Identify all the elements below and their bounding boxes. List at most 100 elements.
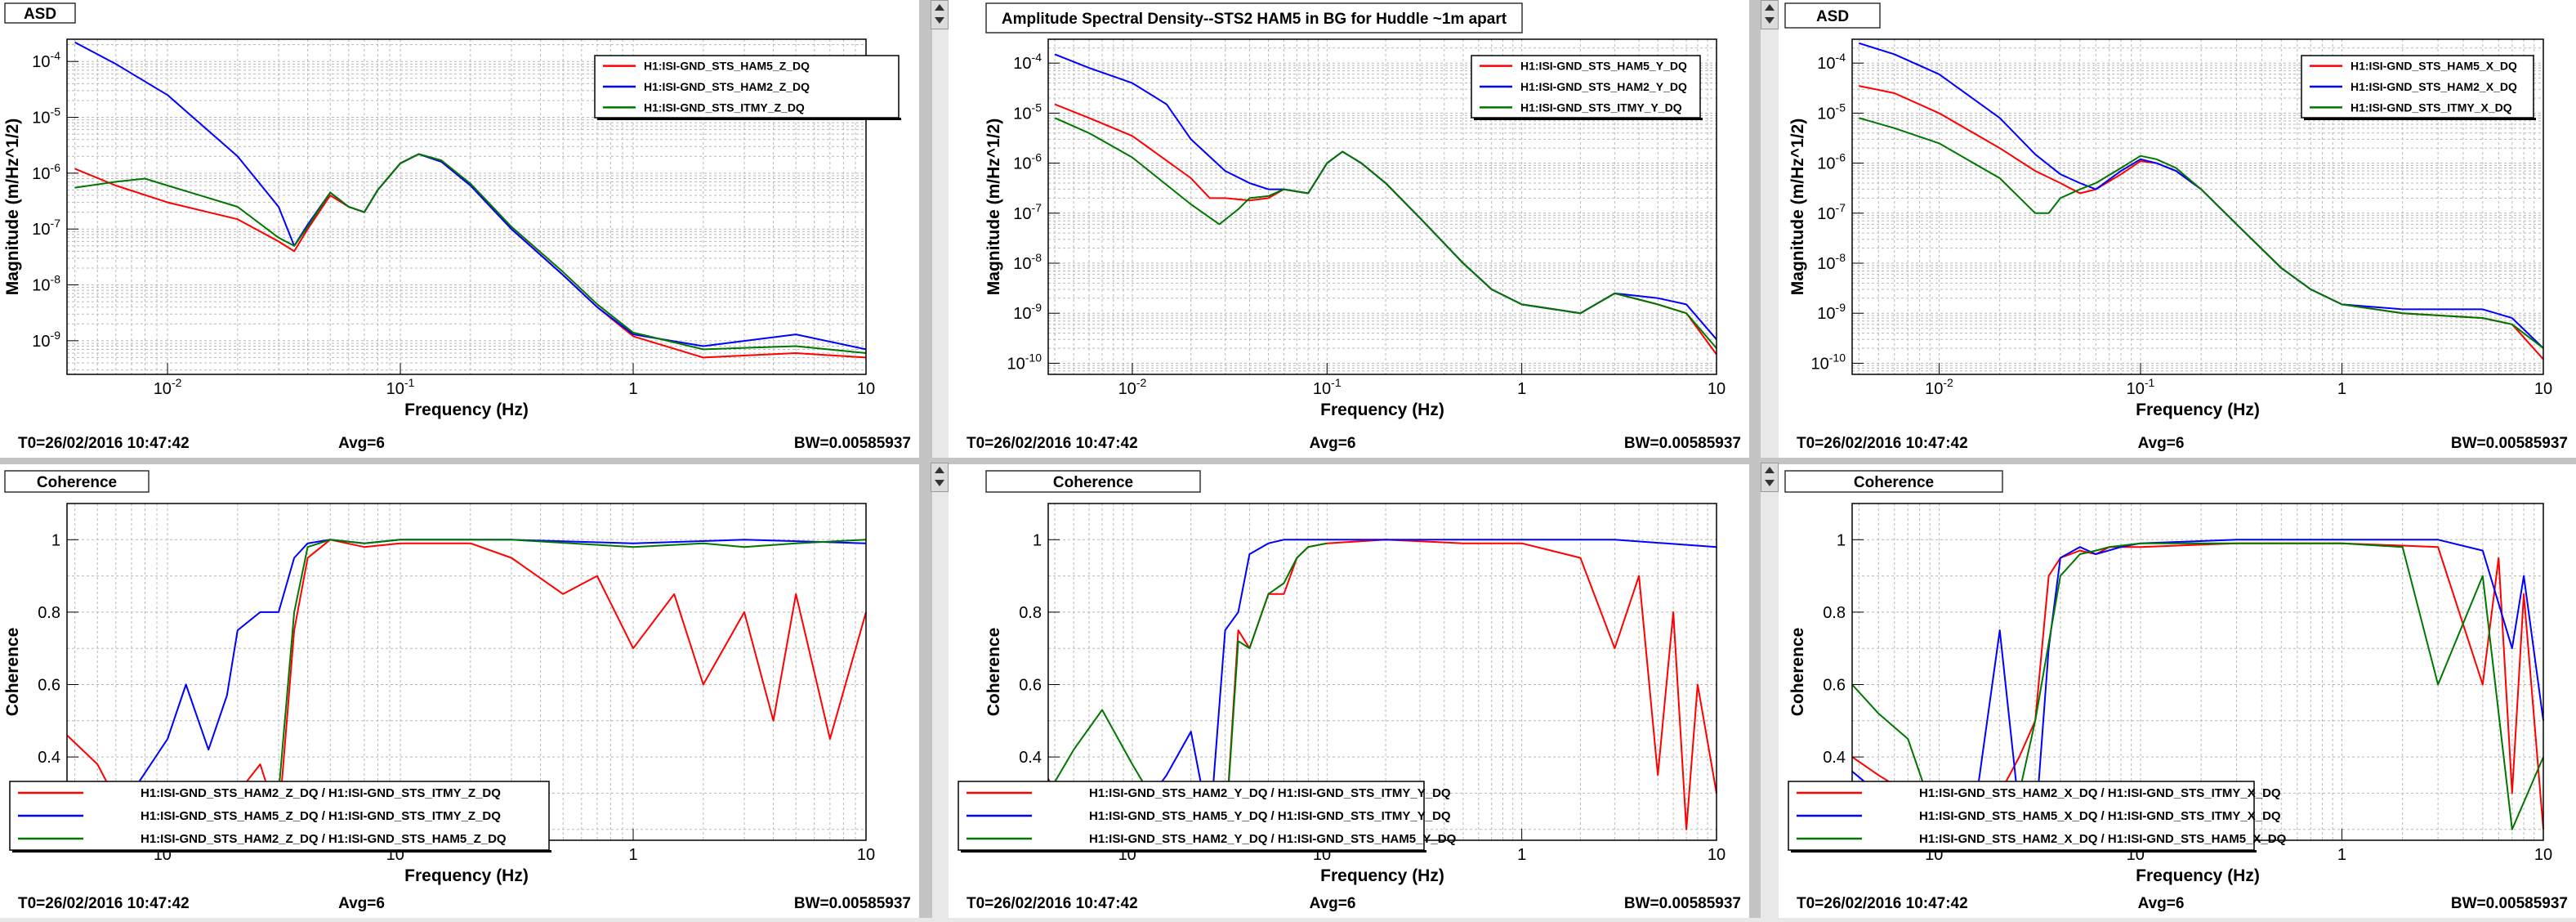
plot-pad-asd-y[interactable]: 10-2 10-1 1 10 10-10 10-9 10-8 10-7 10-6 10-5 10-4…	[949, 0, 1749, 458]
y-tick-label-exponent: -9	[51, 329, 61, 342]
plot-pad-asd-x[interactable]: 10-2 10-1 1 10 10-10 10-9 10-8 10-7 10-6 10-5 10-4…	[1779, 0, 2576, 458]
y-tick-label: 1	[1837, 531, 1846, 549]
y-tick-label-exponent: -5	[1836, 101, 1846, 114]
x-tick-label-base: 10	[1313, 380, 1331, 398]
y-tick-label-exponent: -8	[1032, 251, 1042, 264]
footer-avg: Avg=6	[1310, 895, 1356, 912]
plot-pad-asd-z[interactable]: 10-2 10-1 1 10 10-9 10-8 10-7 10-6 10-5 10-4 Frequ…	[0, 0, 919, 458]
pad-title-box[interactable]	[985, 470, 1201, 493]
x-axis-label: Frequency (Hz)	[2136, 401, 2260, 419]
y-tick-label-exponent: -8	[1836, 251, 1846, 264]
x-tick-label: 1	[628, 846, 637, 864]
pad-title-box[interactable]	[1784, 2, 1881, 29]
arrow-up-icon[interactable]	[1765, 467, 1775, 473]
legend-box[interactable]	[1788, 781, 2255, 851]
y-tick-label-exponent: -10	[1025, 351, 1042, 364]
legend-entry-label: H1:ISI-GND_STS_HAM2_Y_DQ / H1:ISI-GND_ST…	[1089, 832, 1457, 846]
y-tick-label-exponent: -8	[51, 273, 61, 286]
legend-entry-label: H1:ISI-GND_STS_HAM2_X_DQ	[2351, 80, 2517, 93]
y-tick-label: 0.4	[1019, 749, 1042, 767]
pad-title-box[interactable]	[4, 2, 76, 24]
legend-entry-label: H1:ISI-GND_STS_HAM5_Y_DQ / H1:ISI-GND_ST…	[1089, 809, 1451, 823]
asd-z-plot-svg[interactable]: 10-2 10-1 1 1010-910-810-710-610-510-4Frequ…	[0, 0, 919, 458]
footer-bw: BW=0.00585937	[794, 895, 911, 912]
y-tick-label: 0.6	[1019, 677, 1042, 695]
y-axis-label: Magnitude (m/Hz^1/2)	[1788, 119, 1807, 295]
arrow-up-icon[interactable]	[1765, 4, 1775, 11]
legend-entry-label: H1:ISI-GND_STS_HAM2_Z_DQ	[644, 80, 810, 93]
axes-frame	[1047, 38, 1717, 375]
arrow-up-icon[interactable]	[935, 467, 944, 473]
x-tick-label: 10-2	[1118, 376, 1147, 398]
y-tick-label-base: 0.6	[38, 677, 60, 695]
pad-title-box[interactable]	[1784, 470, 2003, 493]
y-tick-label-exponent: -7	[1032, 201, 1042, 214]
pad-title: Coherence	[1854, 474, 1934, 491]
y-tick-label-exponent: -7	[1836, 201, 1846, 214]
pad-title: Amplitude Spectral Density--STS2 HAM5 in…	[1002, 11, 1507, 28]
y-tick-label: 0.8	[1823, 604, 1846, 622]
x-axis-label: Frequency (Hz)	[2136, 866, 2260, 885]
pad-title-box[interactable]	[985, 2, 1523, 34]
y-tick-label: 10-10	[1007, 351, 1042, 373]
x-tick-label: 10	[2534, 846, 2552, 864]
horizontal-splitter[interactable]	[0, 458, 2576, 464]
footer-t0: T0=26/02/2016 10:47:42	[967, 435, 1138, 452]
arrow-down-icon[interactable]	[1765, 17, 1775, 24]
legend-shadow	[1474, 118, 1703, 120]
pad-scroll-arrows[interactable]	[931, 463, 949, 492]
legend-entry-label: H1:ISI-GND_STS_ITMY_Z_DQ	[644, 101, 805, 114]
x-tick-label: 10-1	[2127, 376, 2155, 398]
pad-title-box[interactable]	[4, 470, 150, 493]
x-tick-label: 10-1	[386, 376, 415, 398]
footer-avg: Avg=6	[338, 895, 385, 912]
pad-scroll-arrows[interactable]	[1761, 0, 1779, 29]
footer-t0: T0=26/02/2016 10:47:42	[1797, 895, 1968, 912]
pad-scroll-arrows[interactable]	[1761, 463, 1779, 492]
legend-entry-label: H1:ISI-GND_STS_HAM2_Z_DQ / H1:ISI-GND_ST…	[141, 832, 507, 846]
pad-scroll-arrows[interactable]	[931, 0, 949, 29]
x-tick-label: 10-1	[1313, 376, 1342, 398]
arrow-down-icon[interactable]	[935, 480, 944, 486]
y-tick-label-exponent: -10	[1829, 351, 1846, 364]
x-tick-label-base: 10	[2534, 846, 2552, 864]
legend-entry-label: H1:ISI-GND_STS_HAM2_Y_DQ	[1520, 80, 1687, 93]
legend-entry-label: H1:ISI-GND_STS_HAM5_X_DQ	[2351, 60, 2517, 73]
y-tick-label-exponent: -4	[1836, 51, 1846, 64]
x-tick-label-base: 10	[154, 380, 172, 398]
legend-box[interactable]	[958, 781, 1425, 851]
footer-bw: BW=0.00585937	[2451, 435, 2568, 452]
x-tick-label-base: 1	[628, 380, 637, 398]
y-tick-label: 10-9	[32, 329, 60, 351]
series-line-3	[1054, 117, 1717, 349]
y-tick-label: 0.6	[1823, 677, 1846, 695]
y-tick-label: 10-5	[1013, 101, 1042, 123]
tick-marks	[1852, 62, 2544, 374]
legend-box[interactable]	[594, 55, 900, 119]
pad-title: Coherence	[37, 474, 117, 491]
legend-entry-label: H1:ISI-GND_STS_ITMY_Y_DQ	[1520, 101, 1682, 114]
arrow-down-icon[interactable]	[935, 17, 944, 24]
y-tick-label-base: 1	[1033, 531, 1042, 549]
legend-box[interactable]	[9, 781, 550, 851]
arrow-up-icon[interactable]	[935, 4, 944, 11]
y-tick-label-base: 10	[32, 221, 50, 239]
asd-x-plot-svg[interactable]: 10-2 10-1 1 1010-1010-910-810-710-610-510-4…	[1779, 0, 2576, 458]
y-tick-label-base: 10	[1817, 255, 1835, 273]
footer-bw: BW=0.00585937	[794, 435, 911, 452]
y-axis-label: Coherence	[3, 628, 22, 717]
y-tick-label-exponent: -6	[1836, 151, 1846, 164]
footer-bw: BW=0.00585937	[1624, 435, 1741, 452]
y-tick-label-base: 10	[32, 165, 50, 183]
arrow-down-icon[interactable]	[1765, 480, 1775, 486]
legend-entry-label: H1:ISI-GND_STS_HAM5_X_DQ / H1:ISI-GND_ST…	[1919, 809, 2281, 823]
footer-t0: T0=26/02/2016 10:47:42	[18, 435, 190, 452]
y-tick-label: 10-4	[32, 49, 60, 71]
asd-y-plot-svg[interactable]: 10-2 10-1 1 1010-1010-910-810-710-610-510-4…	[949, 0, 1749, 458]
